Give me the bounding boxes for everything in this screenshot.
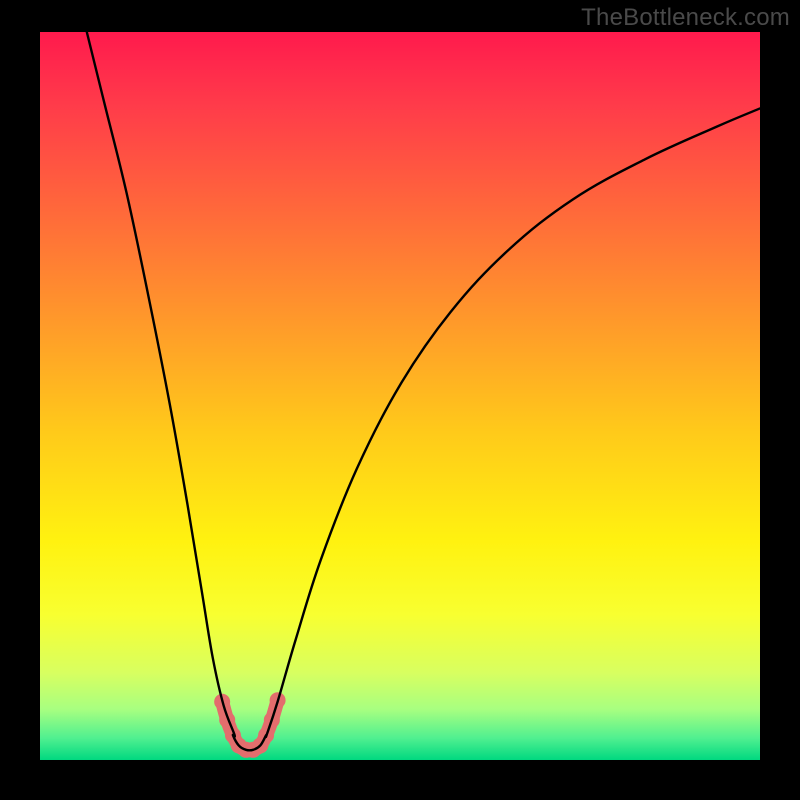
watermark-text: TheBottleneck.com (581, 4, 790, 32)
bottleneck-chart (0, 0, 800, 800)
plot-background (40, 32, 760, 760)
